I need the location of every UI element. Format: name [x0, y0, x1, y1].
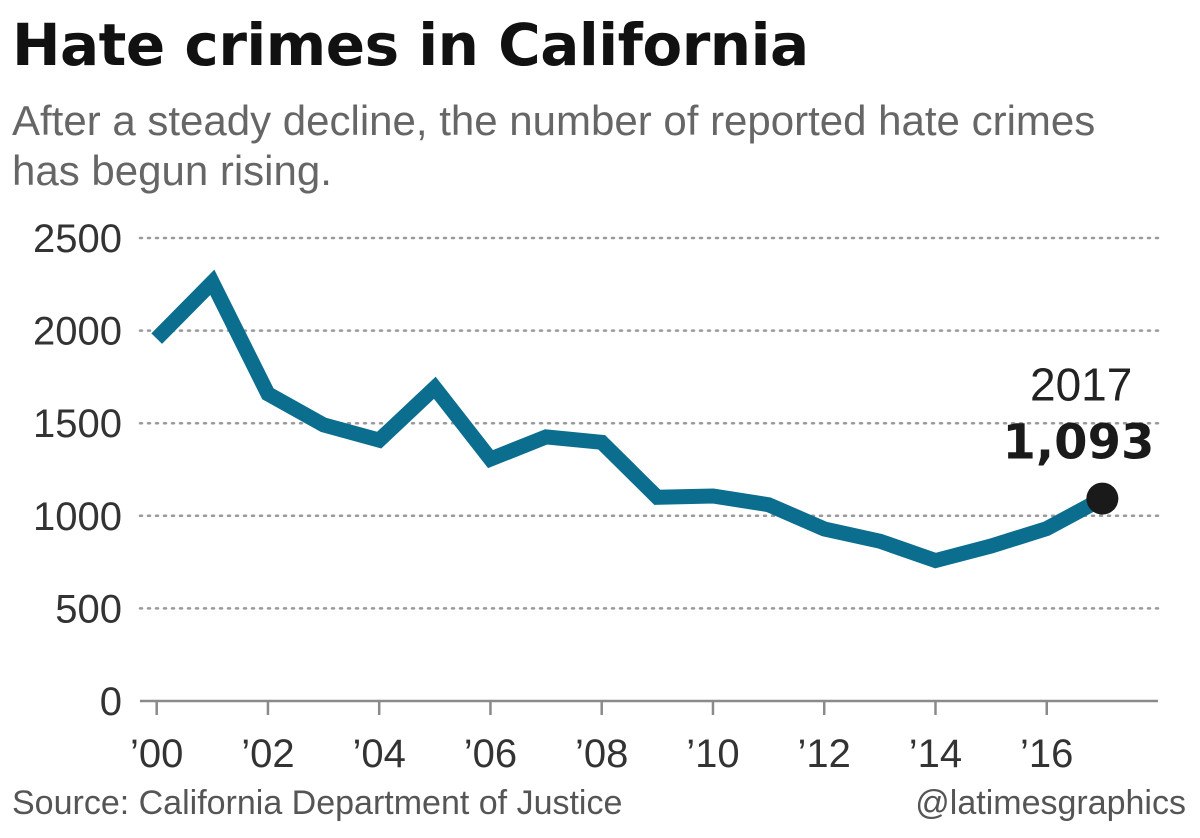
x-axis: [140, 699, 1158, 715]
annotation-value-label: 1,093: [1003, 415, 1155, 471]
x-axis-tick-labels: ’00 ’02 ’04 ’06 ’08 ’10 ’12 ’14 ’16: [130, 732, 1073, 776]
endpoint-marker-2017: [1086, 482, 1119, 515]
x-tick-label-2012: ’12: [798, 732, 851, 776]
annotation-year-label: 2017: [1030, 359, 1132, 411]
series-line-hate-crimes: [151, 269, 1106, 569]
y-tick-label-500: 500: [55, 587, 122, 631]
y-tick-label-1500: 1500: [33, 402, 122, 446]
y-tick-label-1000: 1000: [33, 495, 122, 539]
gridlines: [138, 236, 1160, 610]
source-note: Source: California Department of Justice: [12, 784, 623, 822]
x-tick-label-2010: ’10: [686, 732, 739, 776]
y-tick-label-2500: 2500: [33, 217, 122, 261]
series-hate-crimes: [151, 269, 1106, 569]
credit-note: @latimesgraphics: [915, 784, 1186, 822]
y-tick-label-0: 0: [100, 680, 122, 724]
y-tick-label-2000: 2000: [33, 310, 122, 354]
x-tick-label-2004: ’04: [353, 732, 406, 776]
x-tick-label-2006: ’06: [464, 732, 517, 776]
x-tick-label-2008: ’08: [575, 732, 628, 776]
chart-subtitle: After a steady decline, the number of re…: [12, 97, 1096, 194]
chart-title: Hate crimes in California: [12, 11, 809, 79]
x-tick-label-2016: ’16: [1020, 732, 1073, 776]
y-axis-tick-labels: 0 500 1000 1500 2000 2500: [33, 217, 122, 724]
x-tick-label-2000: ’00: [130, 732, 183, 776]
x-tick-label-2002: ’02: [241, 732, 294, 776]
x-tick-label-2014: ’14: [909, 732, 962, 776]
